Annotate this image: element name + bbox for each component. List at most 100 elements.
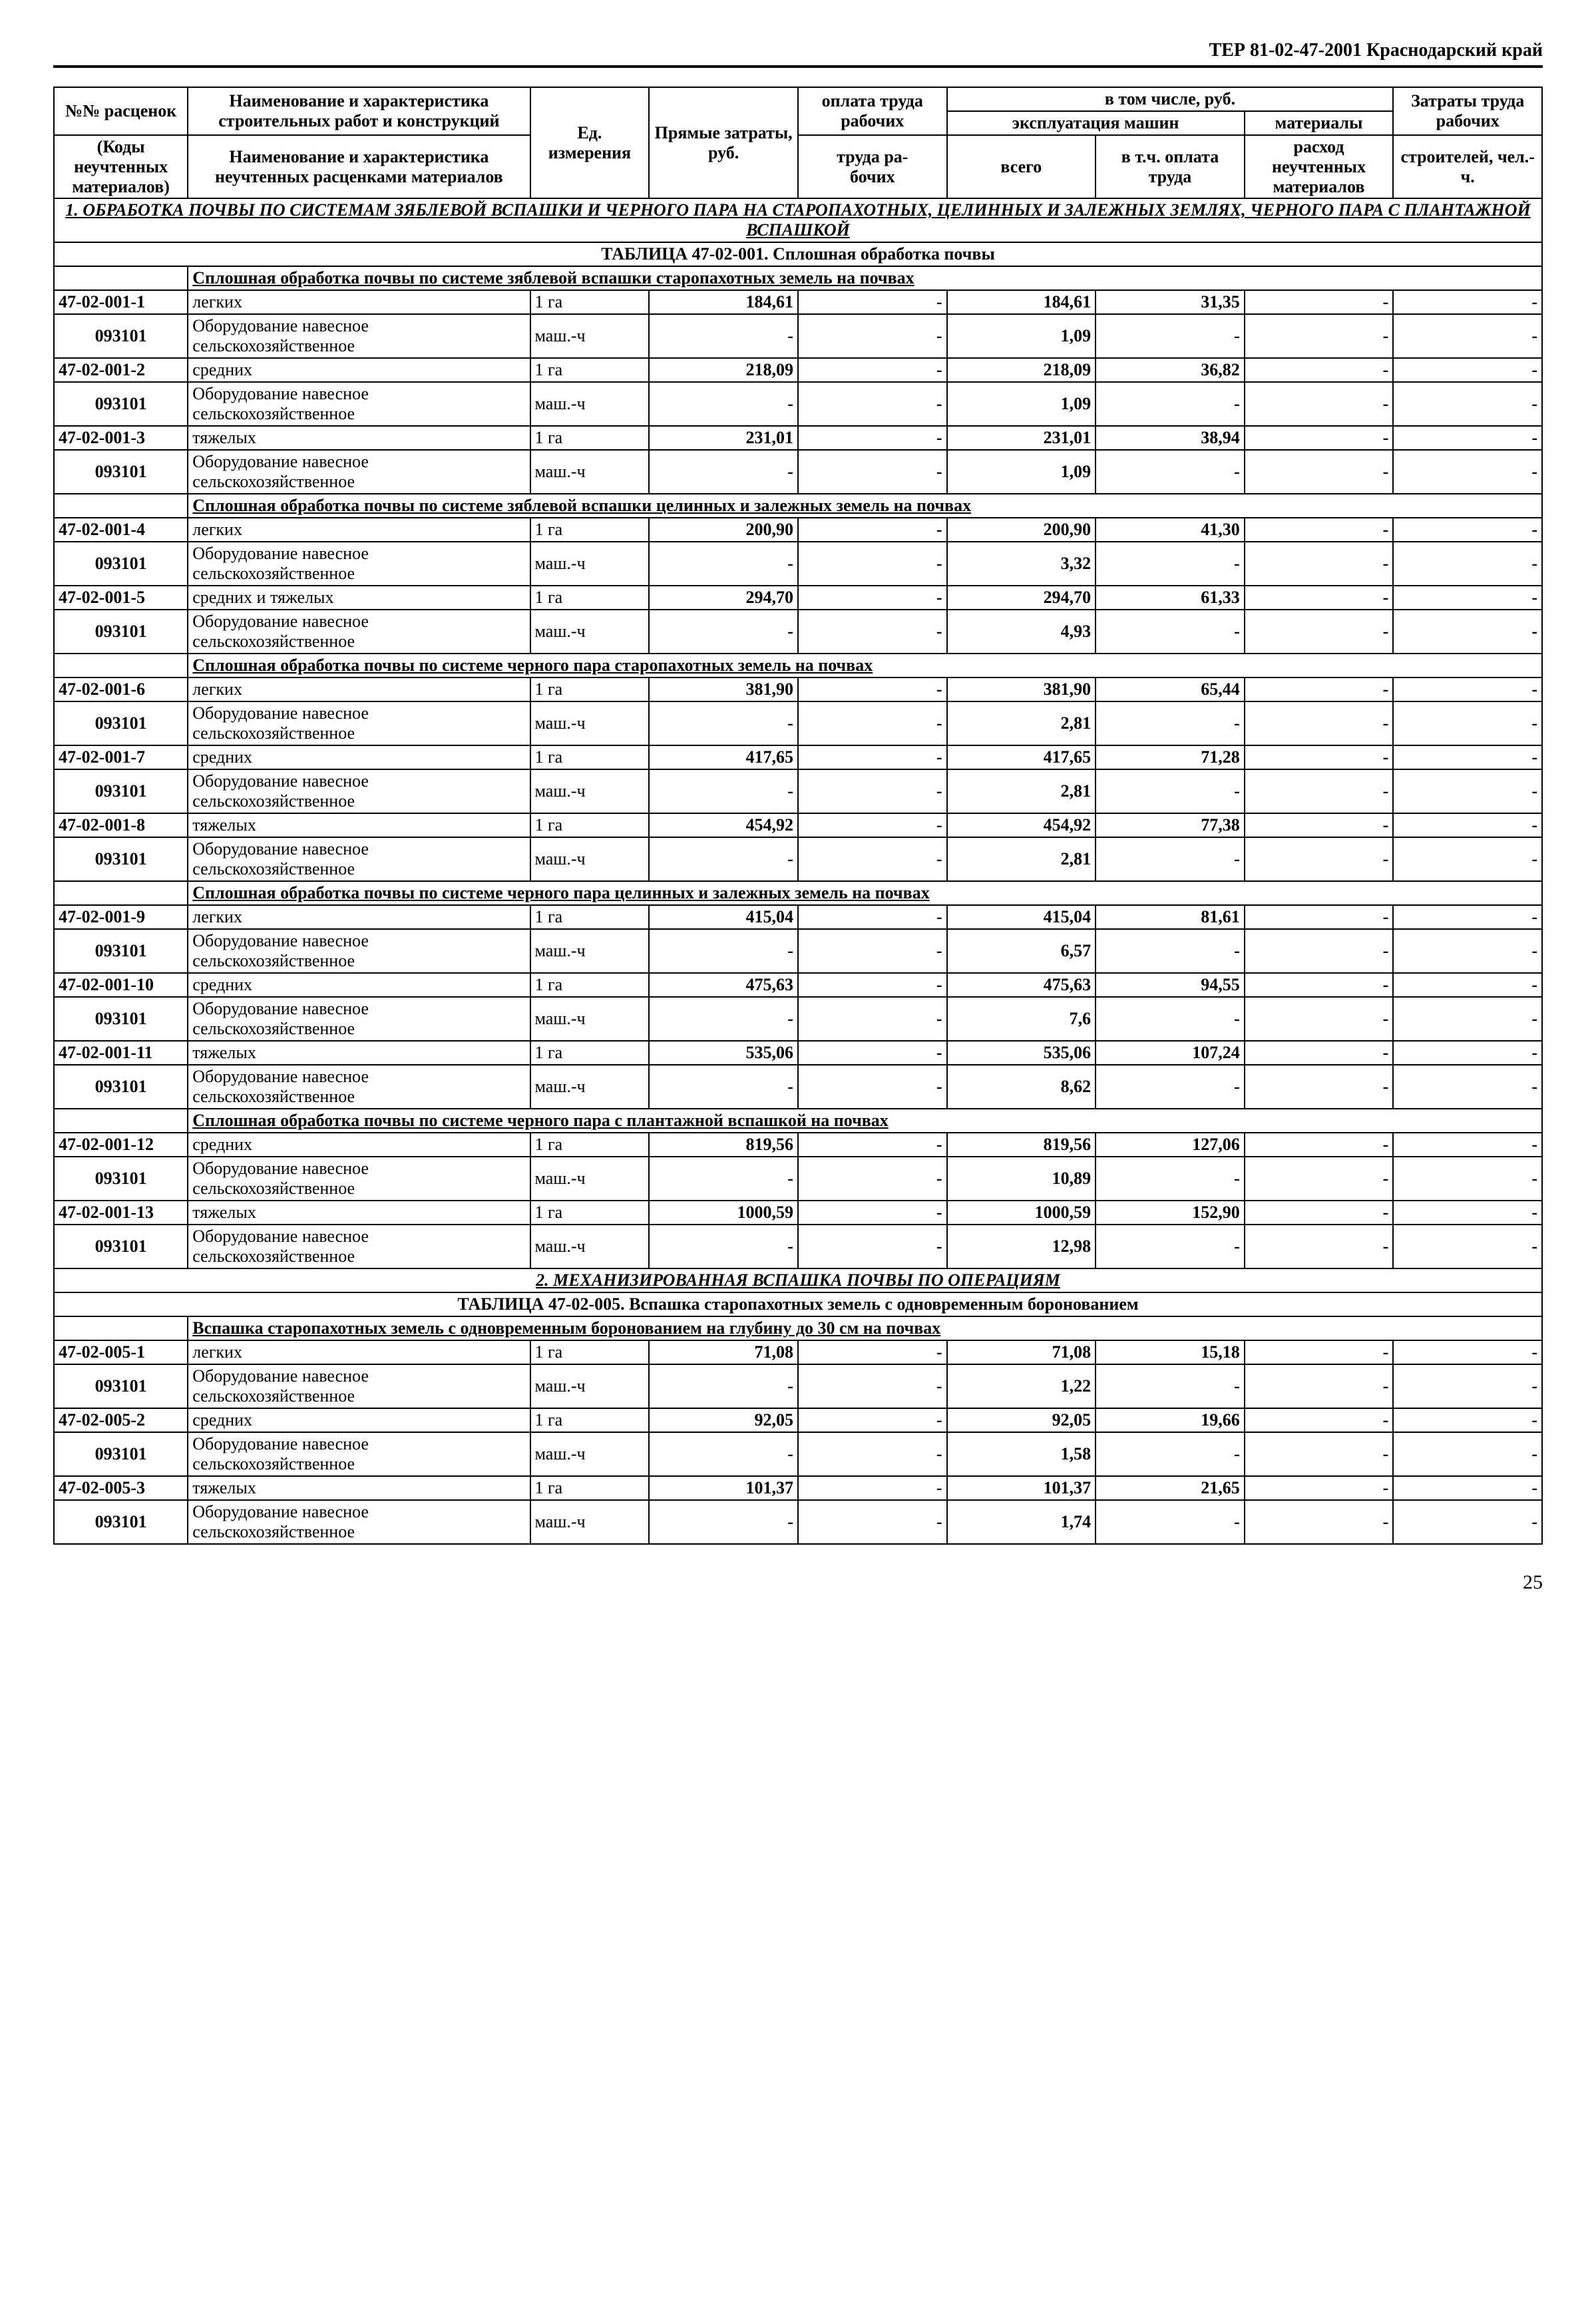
table-row: 47-02-001-12средних1 га819,56-819,56127,… xyxy=(54,1133,1542,1157)
rate-desc: средних и тяжелых xyxy=(188,586,530,610)
rate-val-5: - xyxy=(1393,426,1542,450)
table-row: 47-02-001-5средних и тяжелых1 га294,70-2… xyxy=(54,586,1542,610)
rate-code: 47-02-001-1 xyxy=(54,290,188,314)
material-val-1: - xyxy=(798,542,947,586)
rate-desc: легких xyxy=(188,677,530,701)
material-val-2: 1,09 xyxy=(947,450,1096,494)
col-labor-b: строителей, чел.-ч. xyxy=(1393,135,1542,199)
material-val-1: - xyxy=(798,314,947,358)
rate-val-5: - xyxy=(1393,973,1542,997)
rate-val-4: - xyxy=(1245,677,1394,701)
col-direct: Прямые затраты, руб. xyxy=(649,87,798,198)
material-val-4: - xyxy=(1245,314,1394,358)
rate-val-0: 71,08 xyxy=(649,1340,798,1364)
material-desc: Оборудование навесное сельскохозяйственн… xyxy=(188,929,530,973)
material-val-2: 6,57 xyxy=(947,929,1096,973)
material-code: 093101 xyxy=(54,382,188,426)
empty-cell xyxy=(54,266,188,290)
material-val-3: - xyxy=(1096,1364,1245,1408)
rate-val-4: - xyxy=(1245,1340,1394,1364)
rate-desc: легких xyxy=(188,905,530,929)
material-val-1: - xyxy=(798,610,947,654)
rate-val-0: 294,70 xyxy=(649,586,798,610)
material-val-5: - xyxy=(1393,1432,1542,1476)
material-code: 093101 xyxy=(54,1500,188,1544)
table-row: 47-02-001-9легких1 га415,04-415,0481,61-… xyxy=(54,905,1542,929)
material-desc: Оборудование навесное сельскохозяйственн… xyxy=(188,769,530,813)
rate-val-0: 200,90 xyxy=(649,518,798,542)
material-val-5: - xyxy=(1393,314,1542,358)
material-val-2: 1,74 xyxy=(947,1500,1096,1544)
material-desc: Оборудование навесное сельскохозяйственн… xyxy=(188,450,530,494)
table-row: 47-02-001-1легких1 га184,61-184,6131,35-… xyxy=(54,290,1542,314)
material-desc: Оборудование навесное сельскохозяйственн… xyxy=(188,1364,530,1408)
table-row: Сплошная обработка почвы по системе зябл… xyxy=(54,494,1542,518)
material-val-0: - xyxy=(649,701,798,745)
rate-code: 47-02-001-6 xyxy=(54,677,188,701)
material-val-5: - xyxy=(1393,837,1542,881)
rate-val-1: - xyxy=(798,973,947,997)
rate-val-1: - xyxy=(798,518,947,542)
table-row: 093101Оборудование навесное сельскохозяй… xyxy=(54,1225,1542,1268)
rate-code: 47-02-005-1 xyxy=(54,1340,188,1364)
material-val-3: - xyxy=(1096,769,1245,813)
table-row: 093101Оборудование навесное сельскохозяй… xyxy=(54,1157,1542,1201)
rate-val-1: - xyxy=(798,586,947,610)
rate-val-2: 101,37 xyxy=(947,1476,1096,1500)
table-row: Сплошная обработка почвы по системе черн… xyxy=(54,1109,1542,1133)
material-code: 093101 xyxy=(54,837,188,881)
material-unit: маш.-ч xyxy=(530,450,650,494)
group-subheader: Сплошная обработка почвы по системе зябл… xyxy=(188,266,1542,290)
material-val-2: 7,6 xyxy=(947,997,1096,1041)
table-row: Сплошная обработка почвы по системе черн… xyxy=(54,881,1542,905)
rate-val-0: 184,61 xyxy=(649,290,798,314)
material-val-2: 1,58 xyxy=(947,1432,1096,1476)
rate-val-1: - xyxy=(798,1408,947,1432)
rate-val-4: - xyxy=(1245,1041,1394,1065)
rate-val-5: - xyxy=(1393,905,1542,929)
table-row: 093101Оборудование навесное сельскохозяй… xyxy=(54,701,1542,745)
material-code: 093101 xyxy=(54,542,188,586)
material-val-5: - xyxy=(1393,1065,1542,1109)
material-val-5: - xyxy=(1393,382,1542,426)
empty-cell xyxy=(54,654,188,677)
material-code: 093101 xyxy=(54,450,188,494)
material-val-3: - xyxy=(1096,1500,1245,1544)
material-code: 093101 xyxy=(54,997,188,1041)
table-row: 093101Оборудование навесное сельскохозяй… xyxy=(54,1065,1542,1109)
material-val-4: - xyxy=(1245,610,1394,654)
table-row: 093101Оборудование навесное сельскохозяй… xyxy=(54,450,1542,494)
rate-val-2: 92,05 xyxy=(947,1408,1096,1432)
material-desc: Оборудование навесное сельскохозяйственн… xyxy=(188,1225,530,1268)
rate-val-1: - xyxy=(798,1476,947,1500)
table-row: 093101Оборудование навесное сельскохозяй… xyxy=(54,542,1542,586)
material-val-4: - xyxy=(1245,1065,1394,1109)
material-val-3: - xyxy=(1096,1225,1245,1268)
rate-val-1: - xyxy=(798,677,947,701)
rate-val-3: 107,24 xyxy=(1096,1041,1245,1065)
material-code: 093101 xyxy=(54,610,188,654)
rate-val-3: 127,06 xyxy=(1096,1133,1245,1157)
material-val-5: - xyxy=(1393,1500,1542,1544)
rate-val-4: - xyxy=(1245,905,1394,929)
material-val-2: 3,32 xyxy=(947,542,1096,586)
material-val-1: - xyxy=(798,1225,947,1268)
material-desc: Оборудование навесное сельскохозяйственн… xyxy=(188,1432,530,1476)
rate-desc: средних xyxy=(188,973,530,997)
rate-val-2: 184,61 xyxy=(947,290,1096,314)
material-val-0: - xyxy=(649,314,798,358)
group-subheader: Сплошная обработка почвы по системе черн… xyxy=(188,654,1542,677)
rate-unit: 1 га xyxy=(530,518,650,542)
material-desc: Оборудование навесное сельскохозяйственн… xyxy=(188,314,530,358)
material-val-0: - xyxy=(649,542,798,586)
table-001-caption: ТАБЛИЦА 47-02-001. Сплошная обработка по… xyxy=(54,242,1542,266)
rate-val-5: - xyxy=(1393,1201,1542,1225)
table-row: 093101Оборудование навесное сельскохозяй… xyxy=(54,610,1542,654)
table-row: Сплошная обработка почвы по системе черн… xyxy=(54,654,1542,677)
rate-val-1: - xyxy=(798,813,947,837)
col-incl: в том числе, руб. xyxy=(947,87,1394,111)
rate-val-4: - xyxy=(1245,813,1394,837)
material-val-3: - xyxy=(1096,1432,1245,1476)
material-desc: Оборудование навесное сельскохозяйственн… xyxy=(188,382,530,426)
rate-val-1: - xyxy=(798,290,947,314)
